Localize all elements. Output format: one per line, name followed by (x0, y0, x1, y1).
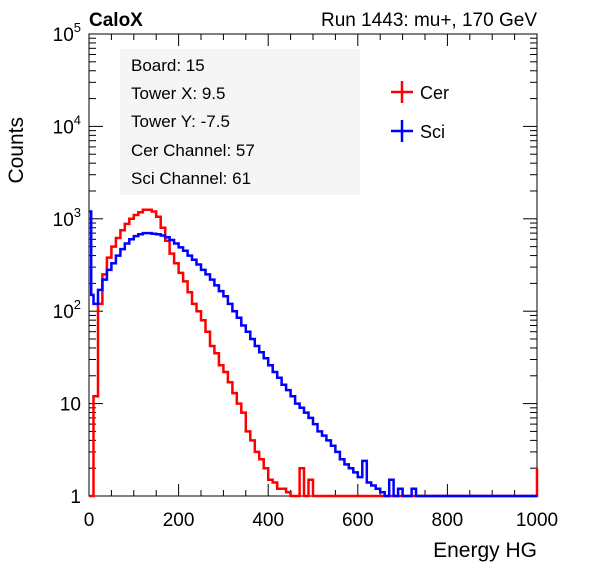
x-tick-label: 200 (163, 510, 195, 531)
x-tick-label: 0 (84, 510, 95, 531)
y-tick-label: 10 (60, 395, 81, 416)
x-axis-label: Energy HG (433, 539, 537, 562)
x-tick-label: 600 (342, 510, 374, 531)
y-tick-exponent: 5 (74, 20, 81, 35)
y-tick-exponent: 4 (74, 112, 81, 127)
series-line-sci (89, 210, 537, 498)
legend-cer-label: Cer (420, 83, 449, 103)
info-line-sci-channel: Sci Channel: 61 (131, 169, 251, 188)
info-box (120, 49, 360, 195)
info-line-tower-y: Tower Y: -7.5 (131, 112, 230, 131)
y-tick-exponent: 3 (74, 205, 81, 220)
x-tick-label: 1000 (516, 510, 558, 531)
x-tick-label: 800 (432, 510, 464, 531)
info-line-cer-channel: Cer Channel: 57 (131, 141, 255, 160)
y-tick-label: 104 (53, 112, 81, 138)
y-axis-label: Counts (5, 117, 28, 184)
series-line-cer (89, 208, 539, 498)
legend-sci-label: Sci (420, 122, 445, 142)
header-left-label: CaloX (89, 10, 143, 31)
y-tick-exponent: 2 (74, 297, 81, 312)
info-line-board: Board: 15 (131, 56, 205, 75)
info-line-tower-x: Tower X: 9.5 (131, 84, 226, 103)
header-right-label: Run 1443: mu+, 170 GeV (321, 10, 537, 31)
y-tick-label: 103 (53, 205, 81, 231)
legend: Cer Sci (391, 81, 449, 142)
series-layer (89, 208, 539, 498)
x-tick-label: 400 (252, 510, 284, 531)
y-tick-label: 1 (70, 487, 81, 508)
y-tick-label: 105 (53, 20, 81, 46)
y-tick-label: 102 (53, 297, 81, 323)
